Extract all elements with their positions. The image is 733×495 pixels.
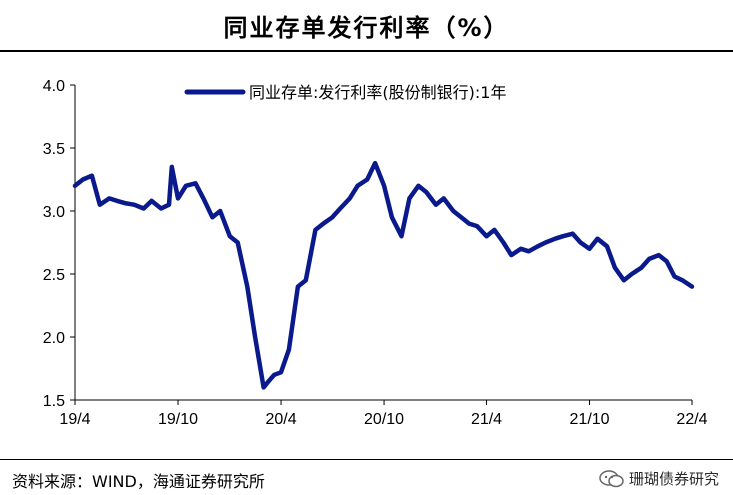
y-tick-label: 2.0 xyxy=(43,330,65,347)
chart-title-bar: 同业存单发行利率（%） xyxy=(0,0,733,52)
y-tick-label: 2.5 xyxy=(43,267,65,284)
x-tick-label: 22/4 xyxy=(676,411,707,428)
chart-title: 同业存单发行利率（%） xyxy=(223,13,510,42)
legend-label: 同业存单:发行利率(股份制银行):1年 xyxy=(249,83,506,102)
y-tick-label: 4.0 xyxy=(43,78,65,95)
wechat-icon xyxy=(599,469,624,487)
series-line xyxy=(72,160,695,390)
x-tick-label: 21/10 xyxy=(570,411,610,428)
source-line: 资料来源：WIND，海通证券研究所 珊瑚债券研究 xyxy=(0,459,733,495)
watermark-text: 珊瑚债券研究 xyxy=(628,470,719,488)
y-tick-label: 3.5 xyxy=(43,141,65,158)
x-tick-label: 20/10 xyxy=(364,411,404,428)
x-tick-label: 20/4 xyxy=(265,411,296,428)
x-tick-label: 19/4 xyxy=(59,411,90,428)
watermark: 珊瑚债券研究 xyxy=(599,468,719,489)
y-tick-label: 3.0 xyxy=(43,204,65,221)
x-tick-label: 21/4 xyxy=(471,411,502,428)
source-note: 资料来源：WIND，海通证券研究所 xyxy=(12,472,265,491)
x-tick-label: 19/10 xyxy=(158,411,198,428)
y-tick-label: 1.5 xyxy=(43,393,65,410)
line-chart: 1.5 2.0 2.5 3.0 3.5 4.0 19/4 19/10 20/4 20/10 21/4… xyxy=(43,78,708,428)
